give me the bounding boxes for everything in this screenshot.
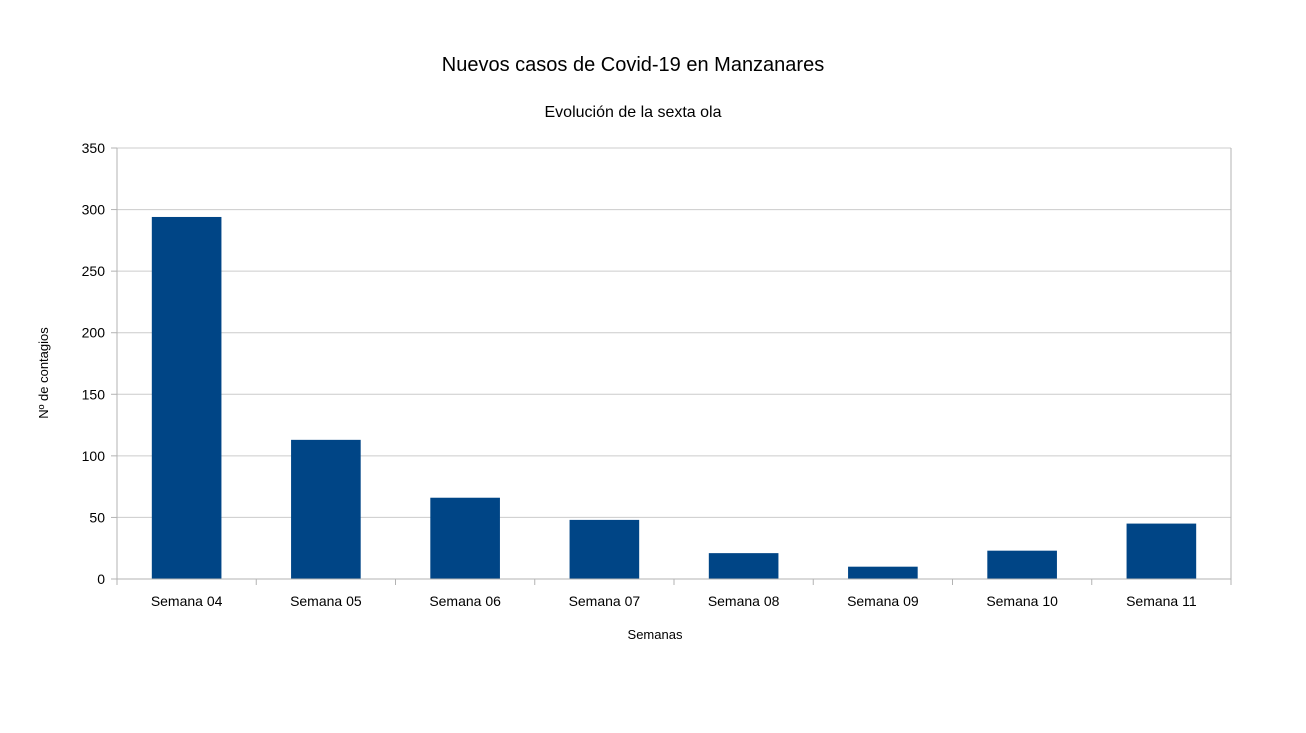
x-tick-label: Semana 07 <box>569 593 641 609</box>
x-tick-label: Semana 11 <box>1126 593 1197 609</box>
y-tick-label: 250 <box>82 263 106 279</box>
y-axis-label: Nº de contagios <box>36 327 51 419</box>
x-tick-label: Semana 09 <box>847 593 919 609</box>
gridlines <box>117 147 1231 518</box>
chart-subtitle: Evolución de la sexta ola <box>545 104 722 121</box>
chart-title: Nuevos casos de Covid-19 en Manzanares <box>442 54 824 76</box>
bar <box>848 566 918 579</box>
bar <box>430 497 500 579</box>
y-tick-label: 200 <box>82 325 106 341</box>
bar <box>987 550 1057 579</box>
y-tick-label: 350 <box>82 140 106 156</box>
x-tick-labels: Semana 04 Semana 05 Semana 06 Semana 07 Sema… <box>151 593 1197 609</box>
y-tick-label: 100 <box>82 448 106 464</box>
bar <box>151 216 222 579</box>
bar <box>708 553 779 579</box>
bar <box>1126 523 1197 579</box>
x-tick-label: Semana 10 <box>986 593 1058 609</box>
x-tick-label: Semana 06 <box>429 593 501 609</box>
axes <box>111 147 1232 585</box>
y-tick-label: 50 <box>89 509 105 525</box>
x-axis-label: Semanas <box>628 627 683 642</box>
bar <box>291 439 361 579</box>
y-tick-label: 0 <box>97 571 105 587</box>
y-tick-label: 150 <box>82 386 106 402</box>
x-tick-label: Semana 04 <box>151 593 223 609</box>
bar <box>569 519 640 579</box>
y-tick-label: 300 <box>82 202 106 218</box>
bars <box>151 216 1197 579</box>
x-tick-label: Semana 08 <box>708 593 780 609</box>
x-tick-label: Semana 05 <box>290 593 362 609</box>
y-tick-labels: 0 50 100 150 200 250 300 350 <box>82 140 106 587</box>
